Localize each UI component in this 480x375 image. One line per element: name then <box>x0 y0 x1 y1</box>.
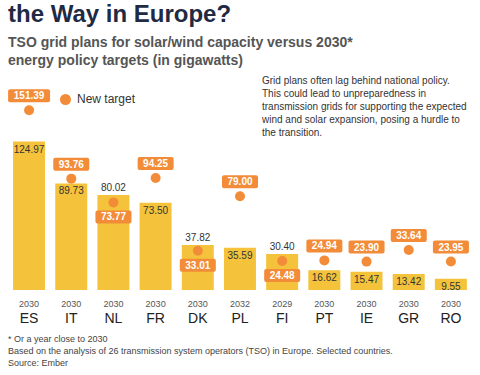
svg-text:89.73: 89.73 <box>59 185 84 196</box>
svg-text:IT: IT <box>65 310 78 326</box>
svg-text:PT: PT <box>315 310 333 326</box>
svg-text:2030: 2030 <box>19 299 39 309</box>
html-text:the Way in Europe?: the Way in Europe? <box>8 0 232 27</box>
svg-text:73.50: 73.50 <box>143 205 168 216</box>
svg-text:13.42: 13.42 <box>396 276 421 287</box>
svg-text:2030: 2030 <box>357 299 377 309</box>
svg-text:33.64: 33.64 <box>396 230 421 241</box>
svg-text:16.62: 16.62 <box>312 272 337 283</box>
svg-text:PL: PL <box>231 310 248 326</box>
svg-text:23.90: 23.90 <box>354 242 379 253</box>
svg-text:2030: 2030 <box>61 299 81 309</box>
svg-text:24.94: 24.94 <box>312 240 337 251</box>
svg-text:2030: 2030 <box>441 299 461 309</box>
svg-text:79.00: 79.00 <box>227 176 252 187</box>
svg-text:33.01: 33.01 <box>185 260 210 271</box>
html-text:Source: Ember: Source: Ember <box>8 358 68 368</box>
svg-text:37.82: 37.82 <box>185 232 210 243</box>
svg-text:2030: 2030 <box>146 299 166 309</box>
svg-text:23.95: 23.95 <box>438 242 463 253</box>
svg-text:DK: DK <box>188 310 208 326</box>
html-text:Grid plans often lag behind na: Grid plans often lag behind national pol… <box>262 75 467 138</box>
svg-text:2030: 2030 <box>188 299 208 309</box>
svg-text:124.97: 124.97 <box>14 144 45 155</box>
svg-text:151.39: 151.39 <box>14 90 45 101</box>
svg-text:80.02: 80.02 <box>101 182 126 193</box>
svg-text:2030: 2030 <box>103 299 123 309</box>
html-text:TSO grid plans for solar/wind: TSO grid plans for solar/wind capacity v… <box>8 34 353 68</box>
svg-text:NL: NL <box>105 310 123 326</box>
svg-text:35.59: 35.59 <box>227 250 252 261</box>
svg-text:2030: 2030 <box>399 299 419 309</box>
svg-text:30.40: 30.40 <box>270 241 295 252</box>
html-text:Based on the analysis of 26 tr: Based on the analysis of 26 transmission… <box>8 346 393 356</box>
svg-text:GR: GR <box>398 310 419 326</box>
html-text:New target: New target <box>77 92 135 106</box>
svg-text:RO: RO <box>440 310 461 326</box>
svg-text:9.55: 9.55 <box>441 281 461 292</box>
svg-text:FR: FR <box>146 310 165 326</box>
svg-text:2030: 2030 <box>314 299 334 309</box>
svg-text:ES: ES <box>20 310 39 326</box>
svg-text:15.47: 15.47 <box>354 274 379 285</box>
svg-text:93.76: 93.76 <box>59 159 84 170</box>
svg-text:IE: IE <box>360 310 373 326</box>
svg-text:94.25: 94.25 <box>143 158 168 169</box>
svg-text:2032: 2032 <box>230 299 250 309</box>
svg-text:73.77: 73.77 <box>101 211 126 222</box>
svg-text:2029: 2029 <box>272 299 292 309</box>
svg-text:FI: FI <box>276 310 288 326</box>
html-text:* Or a year close to 2030: * Or a year close to 2030 <box>8 334 108 344</box>
svg-text:24.48: 24.48 <box>270 270 295 281</box>
